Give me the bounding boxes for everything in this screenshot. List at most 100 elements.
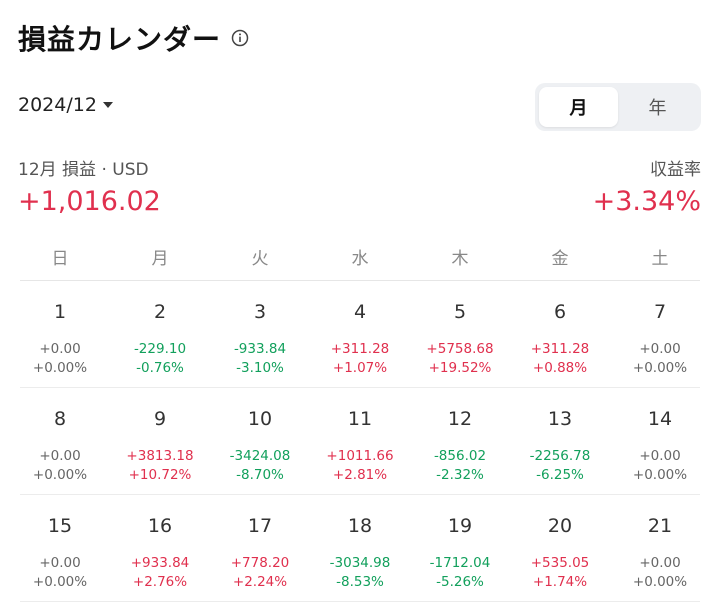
day-pnl-amount: +778.20 — [230, 555, 290, 571]
day-pnl-percent: +0.00% — [32, 467, 88, 483]
day-pnl-percent: +2.24% — [232, 574, 288, 590]
day-pnl-percent: +10.72% — [128, 467, 192, 483]
month-dropdown-value: 2024/12 — [18, 94, 97, 116]
day-number: 4 — [353, 301, 367, 323]
calendar-day[interactable]: 18 -3034.98 -8.53% — [310, 513, 410, 592]
day-pnl-percent: -8.53% — [336, 574, 384, 590]
day-pnl-percent: +0.88% — [532, 360, 588, 376]
toggle-year[interactable]: 年 — [648, 98, 667, 119]
day-pnl-amount: +535.05 — [530, 555, 590, 571]
calendar-day[interactable]: 16 +933.84 +2.76% — [110, 513, 210, 592]
caret-down-icon — [102, 102, 113, 108]
view-toggle: 月 年 — [535, 83, 701, 131]
calendar-day[interactable]: 7 +0.00 +0.00% — [610, 299, 710, 378]
day-number: 6 — [553, 301, 567, 323]
day-pnl-percent: +0.00% — [632, 467, 688, 483]
calendar-day[interactable]: 8 +0.00 +0.00% — [10, 406, 110, 485]
day-pnl-percent: -3.10% — [236, 360, 284, 376]
day-pnl-amount: +311.28 — [330, 341, 390, 357]
calendar-day[interactable]: 13 -2256.78 -6.25% — [510, 406, 610, 485]
day-pnl-amount: -2256.78 — [529, 448, 591, 464]
day-number: 16 — [147, 515, 173, 537]
divider — [20, 494, 700, 495]
day-number: 13 — [547, 408, 573, 430]
day-number: 19 — [447, 515, 473, 537]
day-pnl-percent: +2.81% — [332, 467, 388, 483]
day-pnl-percent: +0.00% — [32, 360, 88, 376]
divider — [20, 387, 700, 388]
day-number: 1 — [53, 301, 67, 323]
day-pnl-percent: +0.00% — [632, 574, 688, 590]
weekday-label: 日 — [51, 249, 69, 269]
day-pnl-percent: -6.25% — [536, 467, 584, 483]
weekday-label: 木 — [451, 249, 469, 269]
day-number: 18 — [347, 515, 373, 537]
day-number: 3 — [253, 301, 267, 323]
day-pnl-amount: +311.28 — [530, 341, 590, 357]
calendar-day[interactable]: 15 +0.00 +0.00% — [10, 513, 110, 592]
calendar-day[interactable]: 2 -229.10 -0.76% — [110, 299, 210, 378]
day-pnl-amount: -229.10 — [133, 341, 187, 357]
calendar-day[interactable]: 9 +3813.18 +10.72% — [110, 406, 210, 485]
day-number: 14 — [647, 408, 673, 430]
calendar-day[interactable]: 5 +5758.68 +19.52% — [410, 299, 510, 378]
day-pnl-amount: +933.84 — [130, 555, 190, 571]
calendar-day[interactable]: 4 +311.28 +1.07% — [310, 299, 410, 378]
day-pnl-percent: -8.70% — [236, 467, 284, 483]
toggle-month[interactable]: 月 — [539, 87, 618, 127]
calendar-day[interactable]: 11 +1011.66 +2.81% — [310, 406, 410, 485]
info-circle-icon[interactable] — [231, 29, 249, 47]
calendar-week: 1 +0.00 +0.00% 2 -229.10 -0.76% 3 -933.84 -3.10%… — [10, 299, 710, 378]
day-pnl-amount: +1011.66 — [326, 448, 394, 464]
day-number: 10 — [247, 408, 273, 430]
calendar-week: 8 +0.00 +0.00% 9 +3813.18 +10.72% 10 -3424.08 -8… — [10, 406, 710, 485]
month-dropdown[interactable]: 2024/12 — [18, 94, 113, 116]
day-number: 17 — [247, 515, 273, 537]
day-pnl-amount: +5758.68 — [426, 341, 494, 357]
calendar-day[interactable]: 10 -3424.08 -8.70% — [210, 406, 310, 485]
return-rate-label: 収益率 — [650, 160, 701, 180]
calendar-week: 15 +0.00 +0.00% 16 +933.84 +2.76% 17 +778.20 +2.… — [10, 513, 710, 592]
day-pnl-percent: -5.26% — [436, 574, 484, 590]
day-pnl-percent: +0.00% — [32, 574, 88, 590]
page-title: 損益カレンダー — [18, 23, 222, 56]
weekday-label: 水 — [351, 249, 369, 269]
calendar-day[interactable]: 19 -1712.04 -5.26% — [410, 513, 510, 592]
calendar-day[interactable]: 20 +535.05 +1.74% — [510, 513, 610, 592]
calendar-day[interactable]: 1 +0.00 +0.00% — [10, 299, 110, 378]
day-pnl-amount: +0.00 — [639, 448, 681, 464]
divider — [20, 601, 700, 602]
day-pnl-amount: +0.00 — [39, 448, 81, 464]
day-pnl-percent: +19.52% — [428, 360, 492, 376]
weekday-header: 日 月 火 水 木 金 土 — [10, 244, 710, 269]
day-pnl-amount: +0.00 — [639, 555, 681, 571]
day-number: 5 — [453, 301, 467, 323]
weekday-label: 火 — [251, 249, 269, 269]
day-pnl-percent: -0.76% — [136, 360, 184, 376]
calendar-day[interactable]: 17 +778.20 +2.24% — [210, 513, 310, 592]
day-number: 15 — [47, 515, 73, 537]
day-number: 11 — [347, 408, 373, 430]
day-pnl-amount: +0.00 — [639, 341, 681, 357]
day-pnl-amount: -1712.04 — [429, 555, 491, 571]
day-pnl-percent: +1.07% — [332, 360, 388, 376]
pnl-value: +1,016.02 — [18, 186, 161, 217]
calendar-day[interactable]: 14 +0.00 +0.00% — [610, 406, 710, 485]
day-number: 21 — [647, 515, 673, 537]
calendar-day[interactable]: 3 -933.84 -3.10% — [210, 299, 310, 378]
day-pnl-percent: +1.74% — [532, 574, 588, 590]
weekday-label: 土 — [651, 249, 669, 269]
divider — [20, 280, 700, 281]
day-number: 20 — [547, 515, 573, 537]
day-pnl-amount: -856.02 — [433, 448, 487, 464]
day-number: 9 — [153, 408, 167, 430]
pnl-label: 12月 損益 · USD — [18, 160, 149, 180]
weekday-label: 金 — [551, 249, 569, 269]
day-pnl-amount: +3813.18 — [126, 448, 194, 464]
day-number: 7 — [653, 301, 667, 323]
calendar-day[interactable]: 21 +0.00 +0.00% — [610, 513, 710, 592]
calendar-day[interactable]: 12 -856.02 -2.32% — [410, 406, 510, 485]
day-pnl-percent: -2.32% — [436, 467, 484, 483]
day-number: 12 — [447, 408, 473, 430]
calendar-day[interactable]: 6 +311.28 +0.88% — [510, 299, 610, 378]
